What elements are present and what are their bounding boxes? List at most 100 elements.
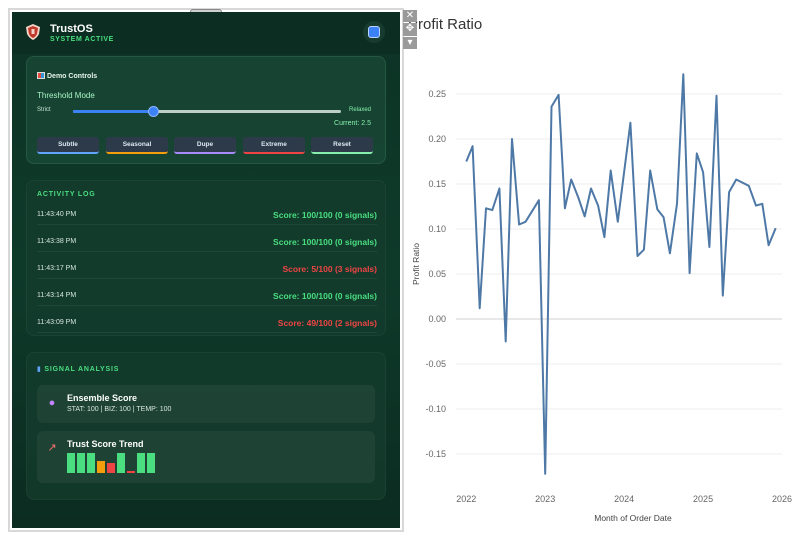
data-point [682,73,684,75]
profit-ratio-series-line [465,73,777,475]
data-point [577,197,579,199]
data-point [768,244,770,246]
panel-header: TrustOS SYSTEM ACTIVE [12,12,400,54]
control-panel-icon [37,72,45,79]
data-point [465,161,467,163]
data-point [564,207,566,209]
data-point [485,207,487,209]
demo-button-reset[interactable]: Reset [311,137,373,154]
close-icon[interactable]: ✕ [403,10,417,22]
demo-button-extreme[interactable]: Extreme [243,137,305,154]
y-tick-label: 0.15 [428,179,446,189]
trend-bar [87,453,95,473]
data-point [629,122,631,124]
y-axis-title: Profit Ratio [411,243,421,285]
data-point [643,249,645,251]
log-score: Score: 5/100 (3 signals) [282,264,378,274]
trend-bar [77,453,85,473]
data-point [538,199,540,201]
log-time: 11:43:09 PM [37,319,77,326]
log-time: 11:43:40 PM [37,211,77,218]
x-tick-label: 2022 [456,494,476,504]
data-point [656,208,658,210]
signal-analysis-heading: ▮ SIGNAL ANALYSIS [37,365,119,373]
app-title: TrustOS [50,23,93,35]
data-point [610,170,612,172]
demo-controls-title: Demo Controls [47,73,98,80]
trend-bar [137,453,145,473]
data-point [716,95,718,97]
signal-analysis-title: SIGNAL ANALYSIS [44,366,120,373]
data-point [570,179,572,181]
log-score: Score: 49/100 (2 signals) [277,318,377,328]
y-tick-label: -0.05 [425,359,446,369]
threshold-slider[interactable] [73,106,341,117]
move-icon[interactable]: ✥ [403,23,417,36]
activity-log-card: ACTIVITY LOG 11:43:40 PM Score: 100/100 (… [26,180,386,336]
data-point [505,341,507,343]
data-point [748,185,750,187]
log-time: 11:43:38 PM [37,238,77,245]
data-point [511,138,513,140]
trend-bar [127,471,135,473]
log-score: Score: 100/100 (0 signals) [273,237,377,247]
data-point [498,188,500,190]
strict-label: Strict [37,107,51,113]
data-point [525,221,527,223]
data-point [669,252,671,254]
y-tick-label: 0.10 [428,224,446,234]
demo-button-subtle[interactable]: Subtle [37,137,99,154]
data-point [676,203,678,205]
data-point [755,205,757,207]
ensemble-score-card: ● Ensemble Score STAT: 100 | BIZ: 100 | … [37,385,375,423]
y-tick-label: 0.25 [428,89,446,99]
data-point [649,170,651,172]
slider-fill [73,110,154,113]
y-tick-label: -0.10 [425,404,446,414]
slider-thumb[interactable] [148,106,160,117]
trend-chart-icon: ↗ [47,442,57,454]
log-score: Score: 100/100 (0 signals) [273,291,377,301]
data-point [761,203,763,205]
data-point [479,307,481,309]
trend-bar [117,453,125,473]
status-badge: SYSTEM ACTIVE [50,36,114,43]
demo-button-seasonal[interactable]: Seasonal [106,137,168,154]
y-tick-label: 0.00 [428,314,446,324]
data-point [637,255,639,257]
trust-score-trend-card: ↗ Trust Score Trend [37,431,375,483]
y-tick-label: 0.20 [428,134,446,144]
data-point [544,473,546,475]
data-point [472,145,474,147]
data-point [708,246,710,248]
x-tick-label: 2026 [772,494,792,504]
current-value-label: Current: 2.5 [334,120,371,127]
refresh-button[interactable] [363,21,385,43]
data-point [689,272,691,274]
activity-log-title: ACTIVITY LOG [37,191,96,198]
demo-controls-card: Demo Controls Threshold Mode Strict Rela… [26,56,386,164]
data-point [722,295,724,297]
ensemble-score-detail: STAT: 100 | BIZ: 100 | TEMP: 100 [67,406,172,413]
data-point [603,236,605,238]
shield-logo-icon [26,24,40,40]
demo-button-dupe[interactable]: Dupe [174,137,236,154]
data-point [597,205,599,207]
ensemble-score-title: Ensemble Score [67,393,138,403]
log-score: Score: 100/100 (0 signals) [273,210,377,220]
log-time: 11:43:17 PM [37,265,77,272]
chevron-down-icon[interactable]: ▾ [403,37,417,49]
data-point [590,188,592,190]
data-point [728,191,730,193]
trustos-panel: TrustOS SYSTEM ACTIVE Demo Controls Thre… [12,12,400,528]
x-tick-label: 2023 [535,494,555,504]
trust-score-trend-bars [67,453,167,473]
profit-ratio-chart: 0.25 0.20 0.15 0.10 0.05 0.00 -0.05 -0.10 -0.15 2… [402,0,806,540]
data-point [558,94,560,96]
chart-svg: 0.25 0.20 0.15 0.10 0.05 0.00 -0.05 -0.10 -0.15 2… [411,73,792,523]
y-tick-label: -0.15 [425,449,446,459]
data-point [663,216,665,218]
trend-bar [67,453,75,473]
refresh-icon [368,26,380,38]
trend-bar [107,463,115,473]
